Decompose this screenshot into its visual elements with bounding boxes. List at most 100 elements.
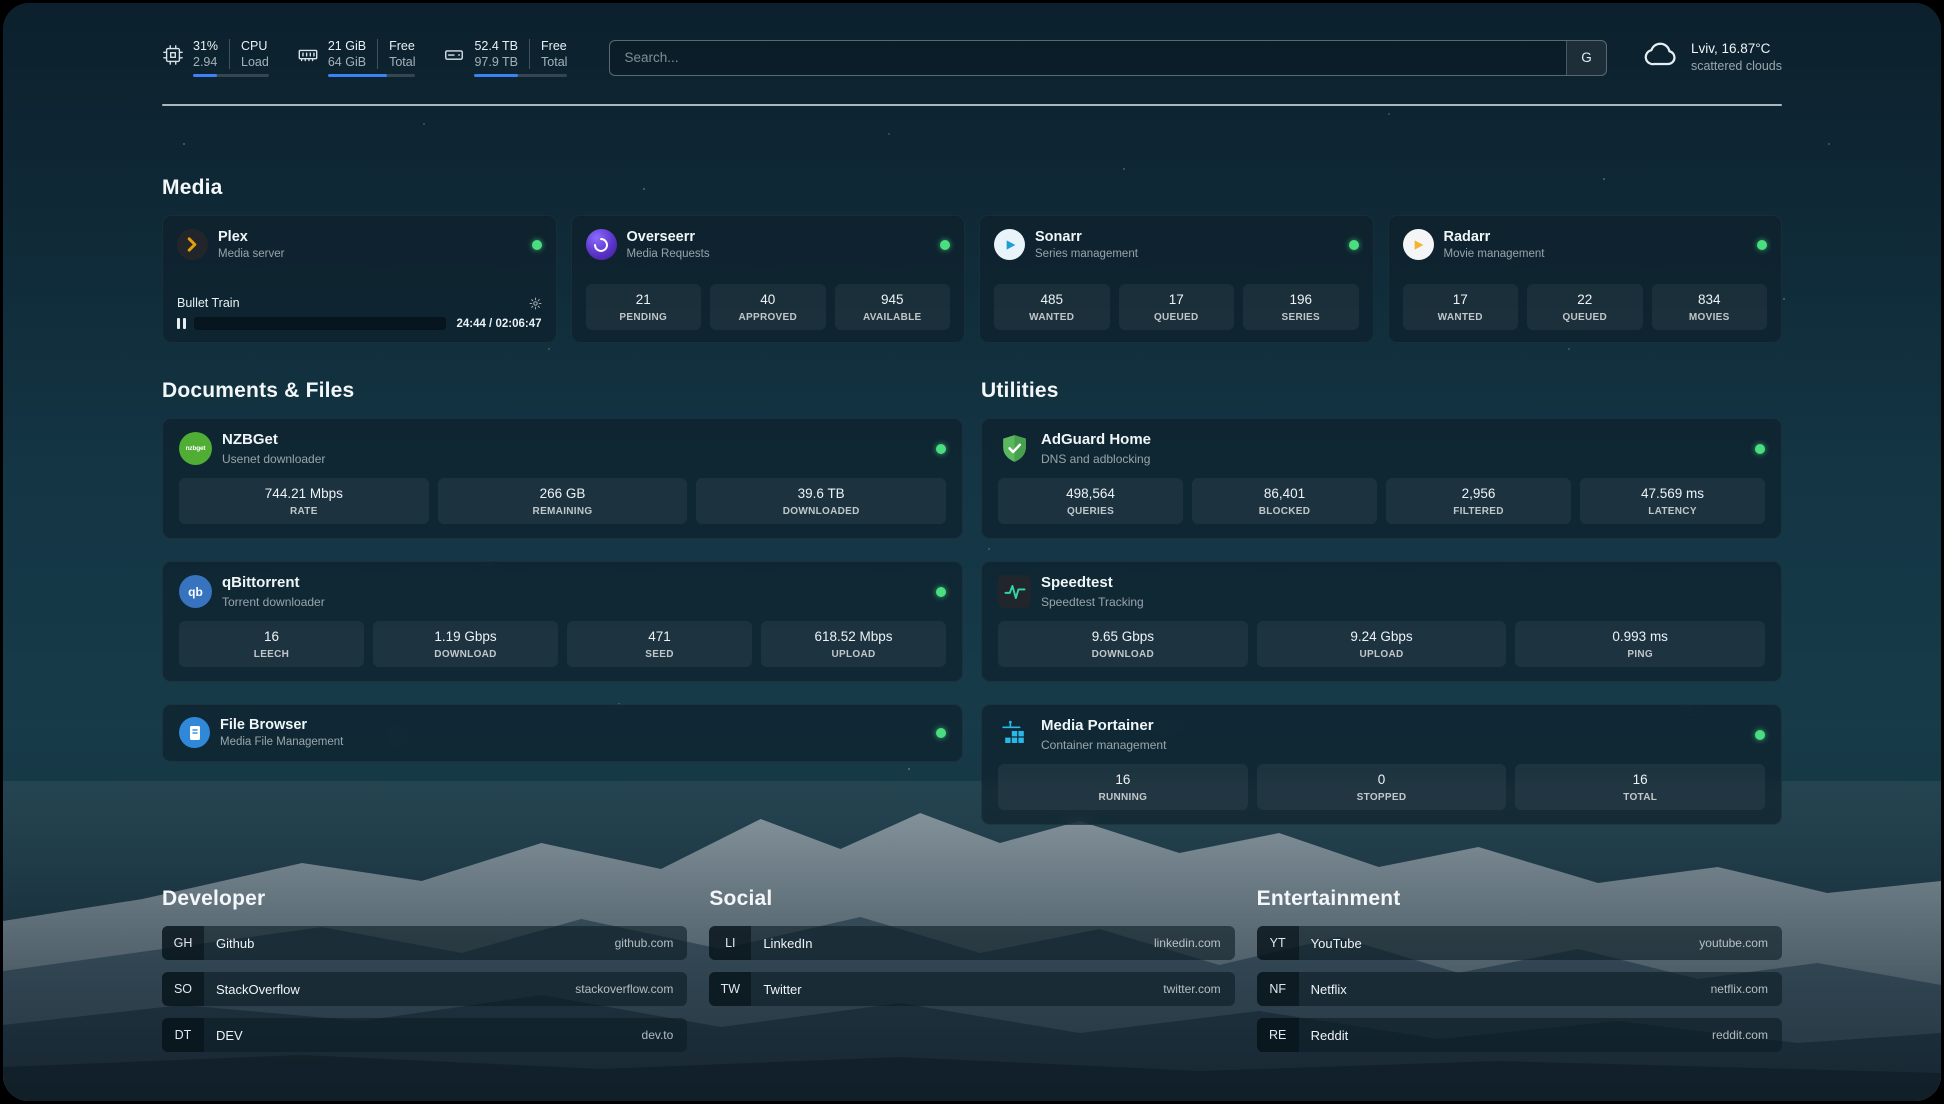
nzbget-icon: nzbget [179, 432, 212, 466]
stat-wanted: 485 WANTED [994, 284, 1110, 330]
disk-usage-bar [474, 74, 568, 78]
stat-leech: 16 LEECH [179, 621, 364, 668]
section-documents: Documents & Files nzbget NZBGet Usenet d… [162, 379, 963, 825]
stat-stopped: 0 STOPPED [1256, 764, 1507, 811]
search-input[interactable] [610, 40, 1566, 75]
topbar: 31% 2.94 CPU Load [162, 37, 1782, 78]
status-dot [531, 239, 542, 250]
cpu-label: CPU [241, 38, 268, 53]
radarr-icon [1402, 229, 1434, 261]
service-card-sonarr[interactable]: Sonarr Series management 485 WANTED 17 QUE… [979, 215, 1374, 343]
stat-queued: 17 QUEUED [1118, 284, 1234, 330]
service-name: Plex [218, 229, 248, 245]
bookmark-reddit[interactable]: RE Reddit reddit.com [1256, 1018, 1782, 1053]
status-dot [936, 727, 946, 738]
service-subtitle: Media Requests [626, 248, 710, 261]
service-card-plex[interactable]: Plex Media server Bullet Train [162, 215, 557, 343]
bookmark-abbr: GH [162, 926, 204, 961]
search-provider-button[interactable]: G [1565, 40, 1606, 75]
stat-blocked: 86,401 BLOCKED [1192, 478, 1377, 525]
memory-free-label: Free [389, 38, 415, 53]
bookmark-youtube[interactable]: YT YouTube youtube.com [1256, 926, 1782, 961]
cloud-icon [1643, 37, 1679, 78]
bookmark-name: Netflix [1310, 981, 1347, 997]
resource-separator [229, 39, 231, 69]
pause-icon[interactable] [177, 318, 186, 329]
service-subtitle: Usenet downloader [222, 451, 326, 466]
bookmark-abbr: YT [1256, 926, 1299, 961]
portainer-icon [998, 718, 1031, 751]
service-card-adguard[interactable]: AdGuard Home DNS and adblocking 498,564 Q… [981, 418, 1782, 540]
plex-now-playing: Bullet Train 24:44 / 02:06:4 [177, 296, 542, 330]
stat-approved: 40 APPROVED [710, 284, 826, 330]
stat-rate: 744.21 Mbps RATE [179, 478, 429, 525]
bookmark-github[interactable]: GH Github github.com [162, 926, 688, 961]
search-bar: G [609, 39, 1607, 76]
cpu-icon [162, 44, 184, 71]
stat-download: 1.19 Gbps DOWNLOAD [373, 621, 558, 668]
section-utilities: Utilities AdGuard Home DNS and [981, 379, 1782, 826]
disk-resource-widget: 52.4 TB 97.9 TB Free Total [443, 38, 568, 78]
bookmark-url: youtube.com [1699, 936, 1768, 951]
cpu-load-value: 2.94 [193, 55, 218, 69]
service-subtitle: Speedtest Tracking [1041, 594, 1144, 609]
dashboard-screen: 31% 2.94 CPU Load [3, 3, 1941, 1101]
disk-free-label: Free [541, 38, 567, 53]
bookmark-twitter[interactable]: TW Twitter twitter.com [709, 972, 1235, 1007]
service-name: Media Portainer [1041, 717, 1154, 735]
service-name: qBittorrent [222, 574, 300, 592]
service-name: Radarr [1443, 229, 1491, 245]
status-dot [936, 586, 946, 597]
gear-icon[interactable] [529, 297, 542, 310]
disk-total-label: Total [541, 55, 568, 69]
stat-total: 16 TOTAL [1515, 764, 1766, 811]
bookmark-linkedin[interactable]: LI LinkedIn linkedin.com [709, 926, 1235, 961]
adguard-icon [998, 432, 1031, 465]
service-card-qbittorrent[interactable]: qb qBittorrent Torrent downloader 16 LEEC… [162, 561, 963, 683]
stat-queries: 498,564 QUERIES [998, 478, 1183, 525]
service-card-portainer[interactable]: Media Portainer Container management 16 R… [981, 704, 1782, 826]
section-media: Media Plex Media server [162, 176, 1782, 343]
bookmark-abbr: DT [162, 1018, 204, 1053]
stat-remaining: 266 GB REMAINING [437, 478, 688, 525]
playback-progress-bar[interactable] [193, 317, 447, 330]
status-dot [1348, 239, 1359, 250]
service-name: AdGuard Home [1041, 431, 1152, 448]
stat-filtered: 2,956 FILTERED [1386, 478, 1571, 525]
bookmark-url: dev.to [641, 1028, 674, 1043]
service-card-filebrowser[interactable]: File Browser Media File Management [162, 704, 963, 762]
sonarr-icon [994, 229, 1025, 261]
bookmark-url: twitter.com [1163, 982, 1221, 997]
stat-seed: 471 SEED [567, 621, 752, 668]
bookmark-name: Twitter [763, 981, 802, 997]
service-card-speedtest[interactable]: Speedtest Speedtest Tracking 9.65 Gbps DO… [981, 561, 1782, 683]
cpu-resource-widget: 31% 2.94 CPU Load [162, 38, 269, 78]
snow-particles [3, 3, 5, 5]
service-name: Overseerr [626, 229, 696, 245]
service-subtitle: Media File Management [220, 736, 344, 749]
memory-resource-widget: 21 GiB 64 GiB Free Total [297, 38, 416, 78]
resource-separator [377, 39, 379, 69]
section-title-media: Media [162, 176, 223, 199]
resource-separator [529, 39, 531, 69]
service-card-overseerr[interactable]: Overseerr Media Requests 21 PENDING 40 APP… [570, 215, 965, 343]
bookmark-dev[interactable]: DT DEV dev.to [162, 1018, 688, 1053]
topbar-divider [162, 104, 1782, 106]
memory-usage-bar [327, 74, 416, 78]
bookmark-stackoverflow[interactable]: SO StackOverflow stackoverflow.com [162, 972, 688, 1007]
filebrowser-icon [179, 717, 210, 749]
section-entertainment: Entertainment YT YouTube youtube.com NF … [1256, 887, 1782, 1064]
service-card-radarr[interactable]: Radarr Movie management 17 WANTED 22 QUEUE… [1387, 215, 1782, 343]
stat-pending: 21 PENDING [585, 284, 701, 330]
section-title-utilities: Utilities [981, 379, 1059, 402]
service-card-nzbget[interactable]: nzbget NZBGet Usenet downloader 744.21 M… [162, 418, 963, 540]
playback-time: 24:44 / 02:06:47 [456, 317, 542, 330]
memory-total-label: Total [389, 55, 416, 69]
service-subtitle: DNS and adblocking [1041, 451, 1151, 466]
disk-total-value: 97.9 TB [474, 55, 519, 69]
bookmark-netflix[interactable]: NF Netflix netflix.com [1256, 972, 1782, 1007]
stat-downloaded: 39.6 TB DOWNLOADED [696, 478, 947, 525]
stat-available: 945 AVAILABLE [834, 284, 950, 330]
cpu-usage-bar [193, 74, 269, 78]
bookmark-abbr: LI [709, 926, 752, 961]
